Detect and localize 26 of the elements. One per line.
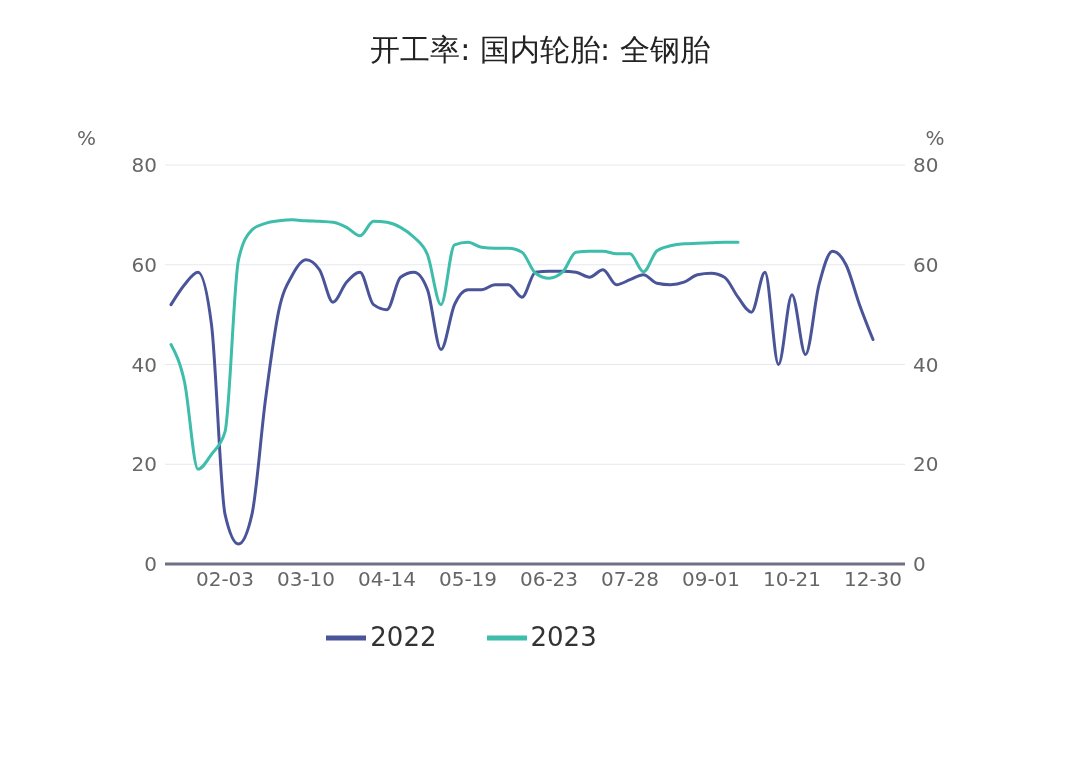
- x-tick-label: 06-23: [519, 567, 579, 592]
- x-tick-label: 03-10: [276, 567, 336, 592]
- line-series: [169, 218, 740, 471]
- x-tick-label: 05-19: [438, 567, 498, 592]
- y2-tick-label: 80: [913, 153, 939, 178]
- y2-tick-label: 0: [913, 552, 926, 577]
- legend-label: 2022: [370, 621, 437, 652]
- y-tick-label: 20: [131, 452, 157, 477]
- y2-tick-label: 20: [913, 452, 939, 477]
- y2-tick-label: 60: [913, 252, 939, 277]
- y-tick-label: 40: [131, 352, 157, 377]
- chart-title: 开工率: 国内轮胎: 全钢胎: [369, 31, 711, 69]
- x-tick-label: 09-01: [681, 567, 741, 592]
- y-tick-label: 60: [131, 252, 157, 277]
- x-tick-label: 07-28: [600, 567, 660, 592]
- y2-axis-title: %: [925, 126, 945, 150]
- y-tick-label: 0: [144, 552, 157, 577]
- line-series: [169, 249, 875, 546]
- legend-label: 2023: [530, 621, 597, 652]
- y-tick-label: 80: [131, 153, 157, 178]
- y-axis-title: %: [76, 126, 97, 150]
- y2-tick-label: 40: [913, 352, 939, 377]
- x-tick-label: 04-14: [357, 567, 417, 592]
- x-tick-label: 12-30: [843, 567, 903, 592]
- x-tick-label: 10-21: [762, 567, 822, 592]
- x-tick-label: 02-03: [195, 567, 255, 592]
